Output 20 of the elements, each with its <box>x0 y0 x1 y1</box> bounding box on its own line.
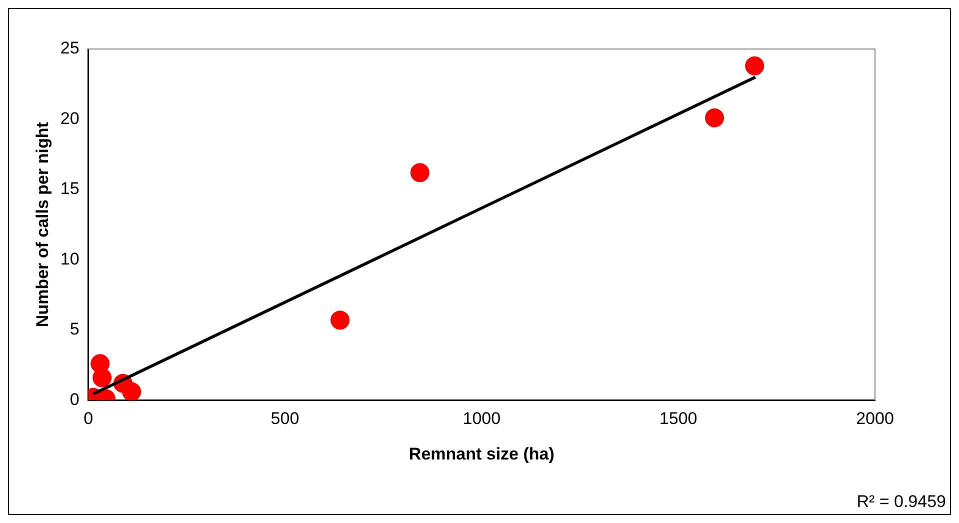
point <box>92 368 112 388</box>
y-tick-label: 10 <box>60 249 80 268</box>
y-axis-title: Number of calls per night <box>32 122 52 328</box>
point <box>410 163 430 182</box>
text: R² = 0.9459 <box>856 492 946 512</box>
point <box>122 382 142 400</box>
x-tick-label: 500 <box>270 409 300 428</box>
x-tick-label: 0 <box>84 409 94 428</box>
y-tick-label: 0 <box>70 390 80 409</box>
y-tick-label: 25 <box>60 38 80 58</box>
y-tick-label: 20 <box>60 108 80 128</box>
point <box>330 310 350 330</box>
x-tick-label: 2000 <box>856 409 894 428</box>
x-axis-title: Remnant size (ha) <box>408 444 554 464</box>
x-tick-label: 1000 <box>462 409 501 428</box>
y-tick-label: 15 <box>60 179 80 198</box>
x-tick-label: 1500 <box>659 409 698 428</box>
point <box>705 108 724 128</box>
y-tick-label: 5 <box>70 320 80 339</box>
point <box>745 56 764 76</box>
